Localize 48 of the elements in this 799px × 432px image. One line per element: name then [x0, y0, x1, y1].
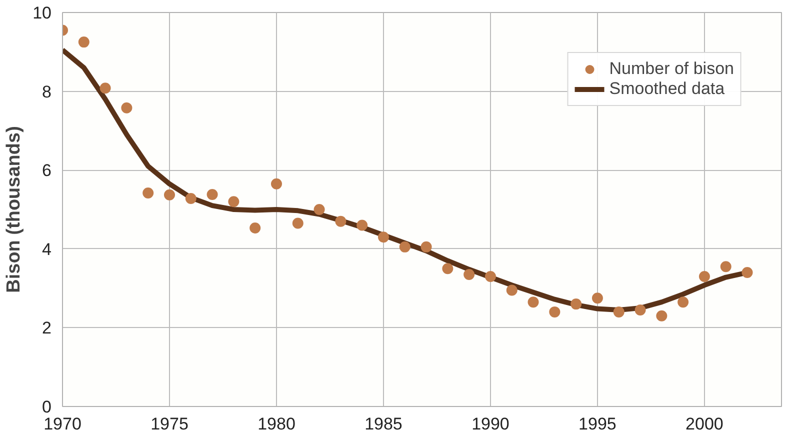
- point: [549, 306, 560, 318]
- point: [250, 222, 261, 234]
- x-tick-label: 2000: [686, 414, 724, 432]
- point: [270, 178, 282, 190]
- point: [484, 270, 496, 282]
- point: [528, 296, 539, 308]
- point: [314, 204, 325, 215]
- point: [78, 36, 90, 48]
- point: [742, 267, 753, 278]
- legend-label: Smoothed data: [609, 79, 725, 99]
- point: [506, 284, 518, 296]
- x-tick-label: 1980: [258, 414, 296, 432]
- legend-label: Number of bison: [609, 59, 734, 79]
- point: [378, 232, 389, 243]
- y-tick-label: 0: [42, 398, 52, 416]
- y-tick-label: 4: [42, 240, 52, 259]
- x-tick-label: 1990: [472, 414, 510, 432]
- point: [613, 306, 624, 318]
- point: [592, 292, 603, 304]
- point: [335, 216, 346, 227]
- x-tick-label: 1995: [578, 414, 616, 432]
- point: [464, 269, 475, 280]
- point: [399, 241, 410, 252]
- point: [678, 296, 689, 308]
- point: [720, 261, 732, 272]
- point: [442, 263, 454, 274]
- y-tick-label: 6: [42, 161, 52, 180]
- point: [656, 310, 668, 322]
- point: [142, 187, 154, 198]
- point: [206, 189, 218, 200]
- x-tick-label: 1985: [364, 414, 402, 432]
- point: [570, 298, 582, 310]
- point: [121, 102, 132, 114]
- point: [292, 218, 304, 229]
- y-tick-label: 8: [42, 82, 52, 102]
- point: [228, 196, 240, 208]
- y-axis-title: Bison (thousands): [4, 126, 25, 293]
- point: [100, 82, 111, 94]
- point: [634, 304, 646, 316]
- point: [164, 189, 175, 200]
- point: [356, 220, 368, 231]
- point: [420, 241, 432, 252]
- point: [698, 270, 710, 282]
- x-tick-label: 1975: [150, 414, 188, 432]
- y-tick-label: 10: [32, 4, 52, 22]
- point: [185, 192, 196, 204]
- x-tick-label: 1970: [44, 414, 82, 432]
- y-tick-label: 2: [42, 318, 52, 338]
